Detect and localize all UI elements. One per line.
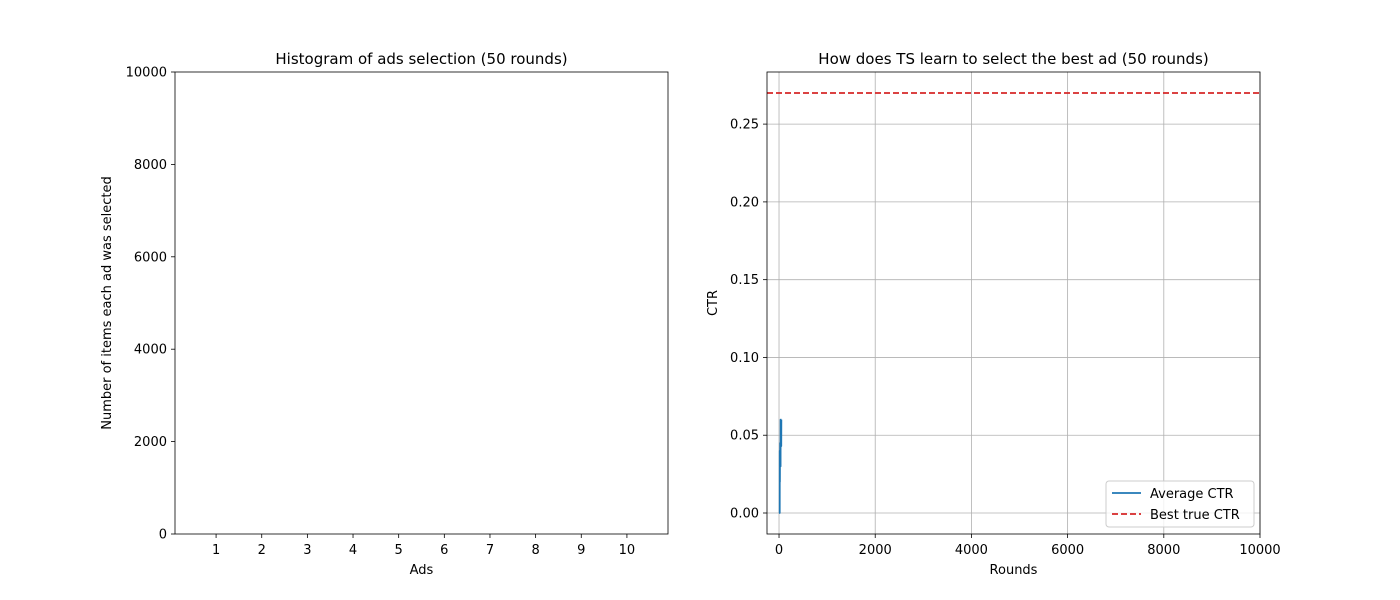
ctr-y-tick-label: 0.10: [730, 351, 759, 366]
ctr-x-tick-label: 0: [775, 543, 783, 558]
legend-box: [1105, 480, 1255, 528]
histogram-x-tick-label: 5: [395, 543, 403, 558]
histogram-chart: Histogram of ads selection (50 rounds) 1…: [100, 50, 669, 578]
histogram-x-tick-label: 10: [619, 543, 636, 558]
ctr-line-chart: How does TS learn to select the best ad …: [706, 50, 1281, 578]
ctr-x-tick-label: 2000: [859, 543, 892, 558]
ctr-legend: Average CTR Best true CTR: [1105, 480, 1255, 528]
histogram-y-tick-label: 0: [159, 528, 167, 543]
legend-label-best-true-ctr: Best true CTR: [1150, 508, 1240, 523]
ctr-x-tick-label: 8000: [1147, 543, 1180, 558]
ctr-x-axis-label: Rounds: [990, 563, 1038, 578]
ctr-plot-frame: [766, 71, 1261, 535]
ctr-y-tick-label: 0.15: [730, 273, 759, 288]
histogram-x-tick-label: 8: [531, 543, 539, 558]
ctr-y-tick-label: 0.20: [730, 195, 759, 210]
ctr-x-ticks: 0 2000 4000 6000 8000 10000: [775, 534, 1281, 558]
legend-label-average-ctr: Average CTR: [1150, 487, 1234, 502]
histogram-plot-frame: [174, 71, 669, 535]
histogram-y-tick-label: 8000: [134, 158, 167, 173]
histogram-y-tick-label: 4000: [134, 343, 167, 358]
ctr-x-tick-label: 10000: [1239, 543, 1280, 558]
ctr-chart-title: How does TS learn to select the best ad …: [818, 50, 1208, 68]
histogram-x-tick-label: 4: [349, 543, 357, 558]
ctr-y-tick-label: 0.00: [730, 507, 759, 522]
histogram-y-ticks: 0 2000 4000 6000 8000 10000: [126, 66, 175, 543]
histogram-x-tick-label: 3: [303, 543, 311, 558]
ctr-y-ticks: 0.00 0.05 0.10 0.15 0.20 0.25: [730, 118, 767, 522]
histogram-x-tick-label: 7: [486, 543, 494, 558]
ctr-y-axis-label: CTR: [706, 290, 721, 316]
histogram-title: Histogram of ads selection (50 rounds): [275, 50, 567, 68]
histogram-x-tick-label: 1: [212, 543, 220, 558]
histogram-y-tick-label: 10000: [126, 66, 167, 81]
histogram-x-tick-label: 6: [440, 543, 448, 558]
ctr-x-tick-label: 6000: [1051, 543, 1084, 558]
histogram-x-tick-label: 9: [577, 543, 585, 558]
histogram-x-axis-label: Ads: [410, 563, 434, 578]
histogram-y-tick-label: 2000: [134, 435, 167, 450]
ctr-y-tick-label: 0.25: [730, 118, 759, 133]
ctr-x-tick-label: 4000: [955, 543, 988, 558]
ctr-series: [767, 92, 1260, 514]
histogram-x-tick-label: 2: [258, 543, 266, 558]
average-ctr-line: [778, 418, 783, 514]
histogram-x-ticks: 1 2 3 4 5 6 7 8 9 10: [212, 534, 635, 558]
ctr-y-tick-label: 0.05: [730, 429, 759, 444]
histogram-y-axis-label: Number of items each ad was selected: [100, 176, 115, 430]
histogram-y-tick-label: 6000: [134, 250, 167, 265]
